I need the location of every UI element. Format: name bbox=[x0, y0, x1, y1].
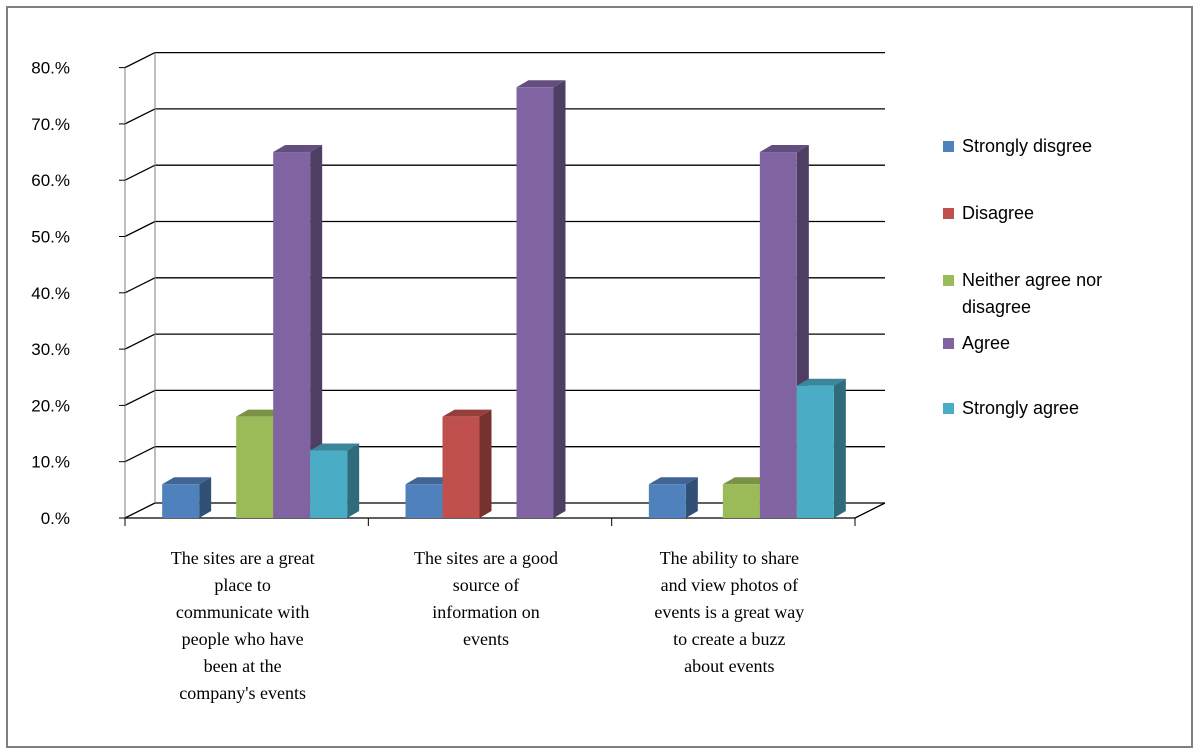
bar-top bbox=[442, 409, 492, 417]
bar-side bbox=[479, 409, 492, 518]
bar-top bbox=[759, 145, 809, 153]
legend-swatch bbox=[943, 275, 954, 286]
bar-top bbox=[648, 477, 698, 485]
legend-label: Disagree bbox=[962, 203, 1034, 223]
x-tick-label: information on bbox=[432, 602, 539, 622]
x-tick-label: The sites are a great bbox=[171, 548, 315, 568]
bar-side bbox=[310, 145, 323, 519]
legend-swatch bbox=[943, 141, 954, 152]
gridline-side bbox=[124, 164, 156, 181]
y-tick-label: 80.% bbox=[31, 59, 70, 78]
bar-top bbox=[516, 80, 566, 88]
legend-swatch bbox=[943, 208, 954, 219]
gridline-side bbox=[124, 108, 156, 125]
y-tick-label: 20.% bbox=[31, 396, 70, 415]
bar-side bbox=[833, 378, 846, 518]
legend-swatch bbox=[943, 338, 954, 349]
bar bbox=[796, 385, 834, 518]
y-tick-label: 10.% bbox=[31, 453, 70, 472]
y-tick-label: 40.% bbox=[31, 284, 70, 303]
bar-top bbox=[405, 477, 455, 485]
bar bbox=[162, 484, 200, 518]
legend-label: Neither agree nor bbox=[962, 270, 1102, 290]
gridline-side bbox=[124, 52, 156, 69]
bar-side bbox=[199, 477, 212, 518]
x-tick-label: people who have bbox=[182, 629, 304, 649]
gridline-side bbox=[124, 446, 156, 463]
bar bbox=[273, 152, 311, 519]
bar-top bbox=[796, 378, 846, 386]
y-tick-label: 70.% bbox=[31, 115, 70, 134]
bar-side bbox=[553, 80, 566, 519]
gridline-side bbox=[124, 220, 156, 238]
bar-top bbox=[273, 145, 323, 153]
gridline-side bbox=[124, 502, 156, 519]
x-tick-label: company's events bbox=[179, 683, 306, 703]
y-tick-label: 50.% bbox=[31, 228, 70, 247]
bar bbox=[722, 484, 760, 518]
floor-edge bbox=[854, 502, 886, 519]
bar bbox=[648, 484, 686, 518]
bar bbox=[236, 416, 274, 518]
x-tick-label: The ability to share bbox=[660, 548, 799, 568]
gridline-side bbox=[124, 333, 156, 350]
bar bbox=[442, 416, 480, 518]
legend-label: Strongly agree bbox=[962, 398, 1079, 418]
bar-top bbox=[162, 477, 212, 485]
bar bbox=[516, 87, 554, 519]
x-tick-label: place to bbox=[214, 575, 270, 595]
x-tick-label: and view photos of bbox=[661, 575, 798, 595]
bar-top bbox=[236, 409, 286, 417]
legend-label: Agree bbox=[962, 333, 1010, 353]
bar-top bbox=[310, 443, 360, 451]
x-tick-label: been at the bbox=[204, 656, 282, 676]
x-tick-label: source of bbox=[453, 575, 519, 595]
bar-top bbox=[722, 477, 772, 485]
x-tick-label: The sites are a good bbox=[414, 548, 558, 568]
gridline-side bbox=[124, 389, 156, 406]
bar bbox=[405, 484, 443, 518]
bar-side bbox=[685, 477, 698, 518]
x-tick-label: about events bbox=[684, 656, 774, 676]
legend-label: disagree bbox=[962, 297, 1031, 317]
bar bbox=[310, 450, 348, 518]
x-tick-label: communicate with bbox=[176, 602, 309, 622]
x-tick-label: to create a buzz bbox=[673, 629, 785, 649]
legend-swatch bbox=[943, 403, 954, 414]
y-tick-label: 0.% bbox=[41, 509, 70, 528]
gridline-side bbox=[124, 277, 156, 294]
bar bbox=[759, 152, 797, 519]
x-tick-label: events is a great way bbox=[654, 602, 804, 622]
y-tick-label: 30.% bbox=[31, 340, 70, 359]
bar-side bbox=[347, 443, 360, 518]
legend-label: Strongly disgree bbox=[962, 136, 1092, 156]
x-tick-label: events bbox=[463, 629, 509, 649]
y-tick-label: 60.% bbox=[31, 171, 70, 190]
chart-frame bbox=[6, 6, 1193, 748]
